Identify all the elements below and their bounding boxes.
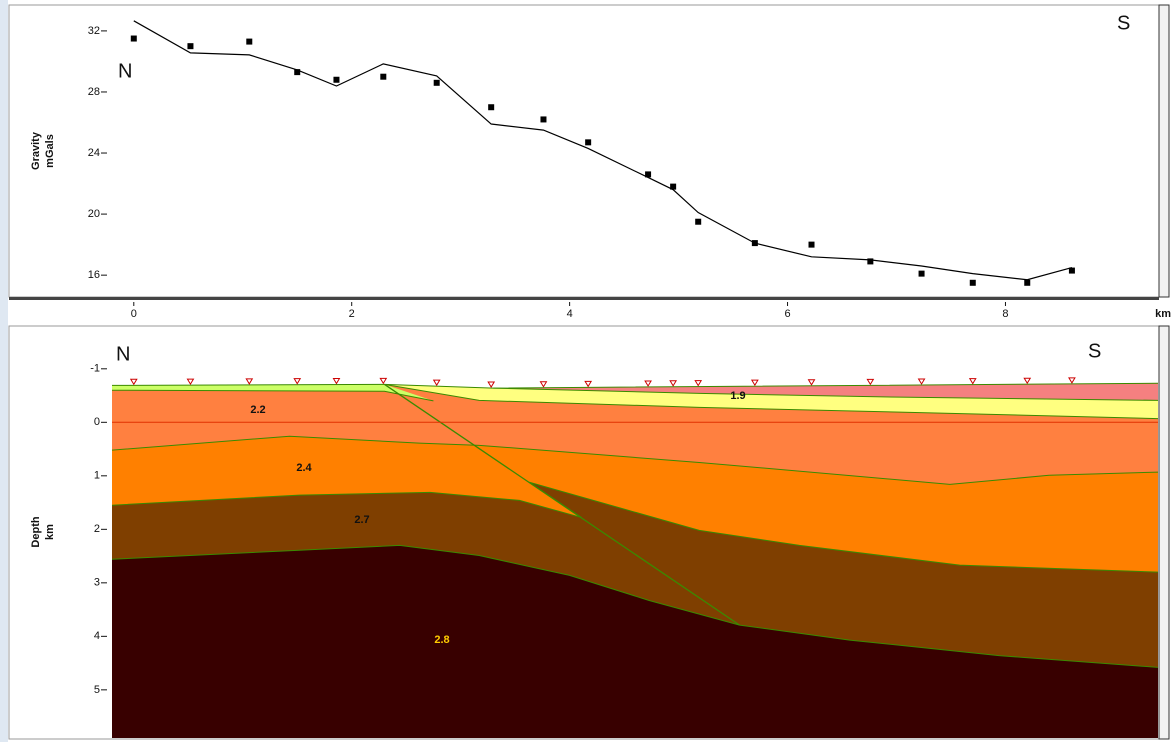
density-label: 2.2 <box>250 404 265 416</box>
x-tick-label: 0 <box>131 308 137 320</box>
gm-window: 1620242832GravitymGalsNS 2.82.72.42.21.9… <box>0 0 1171 742</box>
observed-point <box>1024 280 1030 286</box>
density-label: 2.7 <box>354 514 369 526</box>
y-tick-label: 20 <box>88 208 100 220</box>
y-tick-label: 24 <box>88 147 100 159</box>
annotation: S <box>1088 340 1101 362</box>
density-label: 2.8 <box>434 634 449 646</box>
observed-point <box>333 77 339 83</box>
y-axis-label: mGals <box>44 134 56 168</box>
left-strip <box>0 0 8 742</box>
observed-point <box>246 39 252 45</box>
y-tick-label: -1 <box>90 363 100 375</box>
y-axis-label: km <box>44 524 56 540</box>
x-axis-label: km <box>1155 308 1171 320</box>
panel-divider <box>9 297 1159 300</box>
density-label: 2.4 <box>296 462 312 474</box>
x-tick-label: 4 <box>567 308 573 320</box>
y-tick-label: 1 <box>94 470 100 482</box>
y-tick-label: 32 <box>88 25 100 37</box>
x-tick-label: 2 <box>349 308 355 320</box>
y-tick-label: 16 <box>88 269 100 281</box>
scroll-bar[interactable] <box>1159 326 1169 739</box>
observed-point <box>919 271 925 277</box>
y-tick-label: 0 <box>94 416 100 428</box>
observed-point <box>131 36 137 42</box>
observed-point <box>809 242 815 248</box>
annotation: S <box>1117 12 1130 34</box>
observed-point <box>380 74 386 80</box>
annotation: N <box>118 60 132 82</box>
y-tick-label: 2 <box>94 523 100 535</box>
observed-point <box>585 139 591 145</box>
y-tick-label: 4 <box>94 630 100 642</box>
density-label: 1.9 <box>730 390 745 402</box>
y-tick-label: 5 <box>94 684 100 696</box>
annotation: N <box>116 343 130 365</box>
scroll-bar[interactable] <box>1159 5 1169 297</box>
observed-point <box>187 43 193 49</box>
observed-point <box>488 104 494 110</box>
x-tick-label: 8 <box>1002 308 1008 320</box>
observed-point <box>540 116 546 122</box>
y-axis-label: Gravity <box>30 131 42 170</box>
x-tick-label: 6 <box>784 308 790 320</box>
observed-point <box>970 280 976 286</box>
y-axis-label: Depth <box>30 516 42 547</box>
observed-point <box>434 80 440 86</box>
y-tick-label: 3 <box>94 577 100 589</box>
y-tick-label: 28 <box>88 86 100 98</box>
observed-point <box>695 219 701 225</box>
